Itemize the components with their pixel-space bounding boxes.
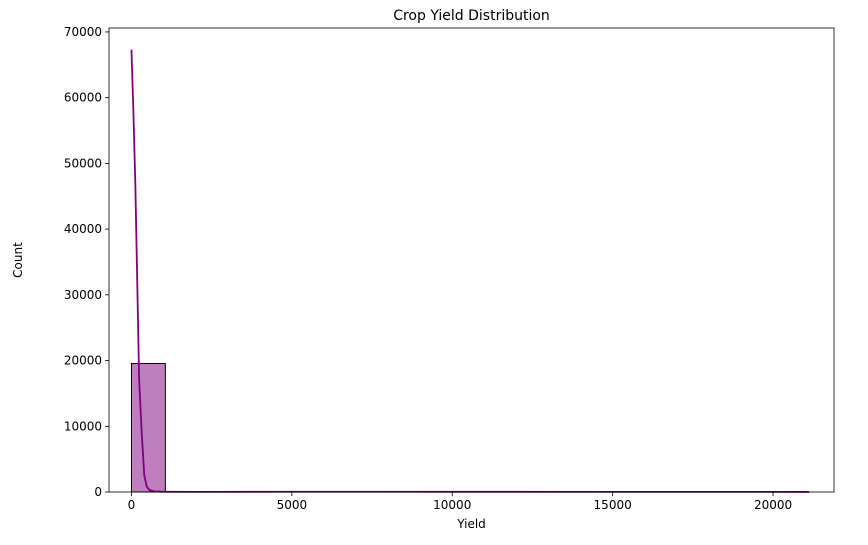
y-tick-label: 30000 (64, 288, 102, 302)
plot-frame (108, 27, 835, 493)
y-tick-label: 10000 (64, 419, 102, 433)
x-axis-ticks: 0 5000 10000 15000 20000 (128, 492, 792, 512)
y-tick-label: 0 (94, 485, 102, 499)
histogram-bars (130, 363, 810, 493)
y-tick-label: 40000 (64, 222, 102, 236)
kde-curve (130, 49, 809, 493)
y-tick-label: 20000 (64, 354, 102, 368)
y-tick-label: 50000 (64, 156, 102, 170)
x-tick-label: 5000 (277, 498, 308, 512)
histogram-bar (130, 363, 166, 493)
y-tick-label: 60000 (64, 91, 102, 105)
y-tick-label: 70000 (64, 25, 102, 39)
y-axis-label: Count (11, 242, 25, 278)
y-axis-ticks: 0 10000 20000 30000 40000 50000 60000 70000 (64, 25, 109, 499)
x-tick-label: 0 (128, 498, 136, 512)
x-tick-label: 20000 (754, 498, 792, 512)
x-tick-label: 15000 (594, 498, 632, 512)
kde-curve-group (130, 49, 809, 493)
x-axis-label: Yield (456, 517, 486, 531)
x-tick-label: 10000 (433, 498, 471, 512)
chart-title: Crop Yield Distribution (393, 8, 550, 24)
